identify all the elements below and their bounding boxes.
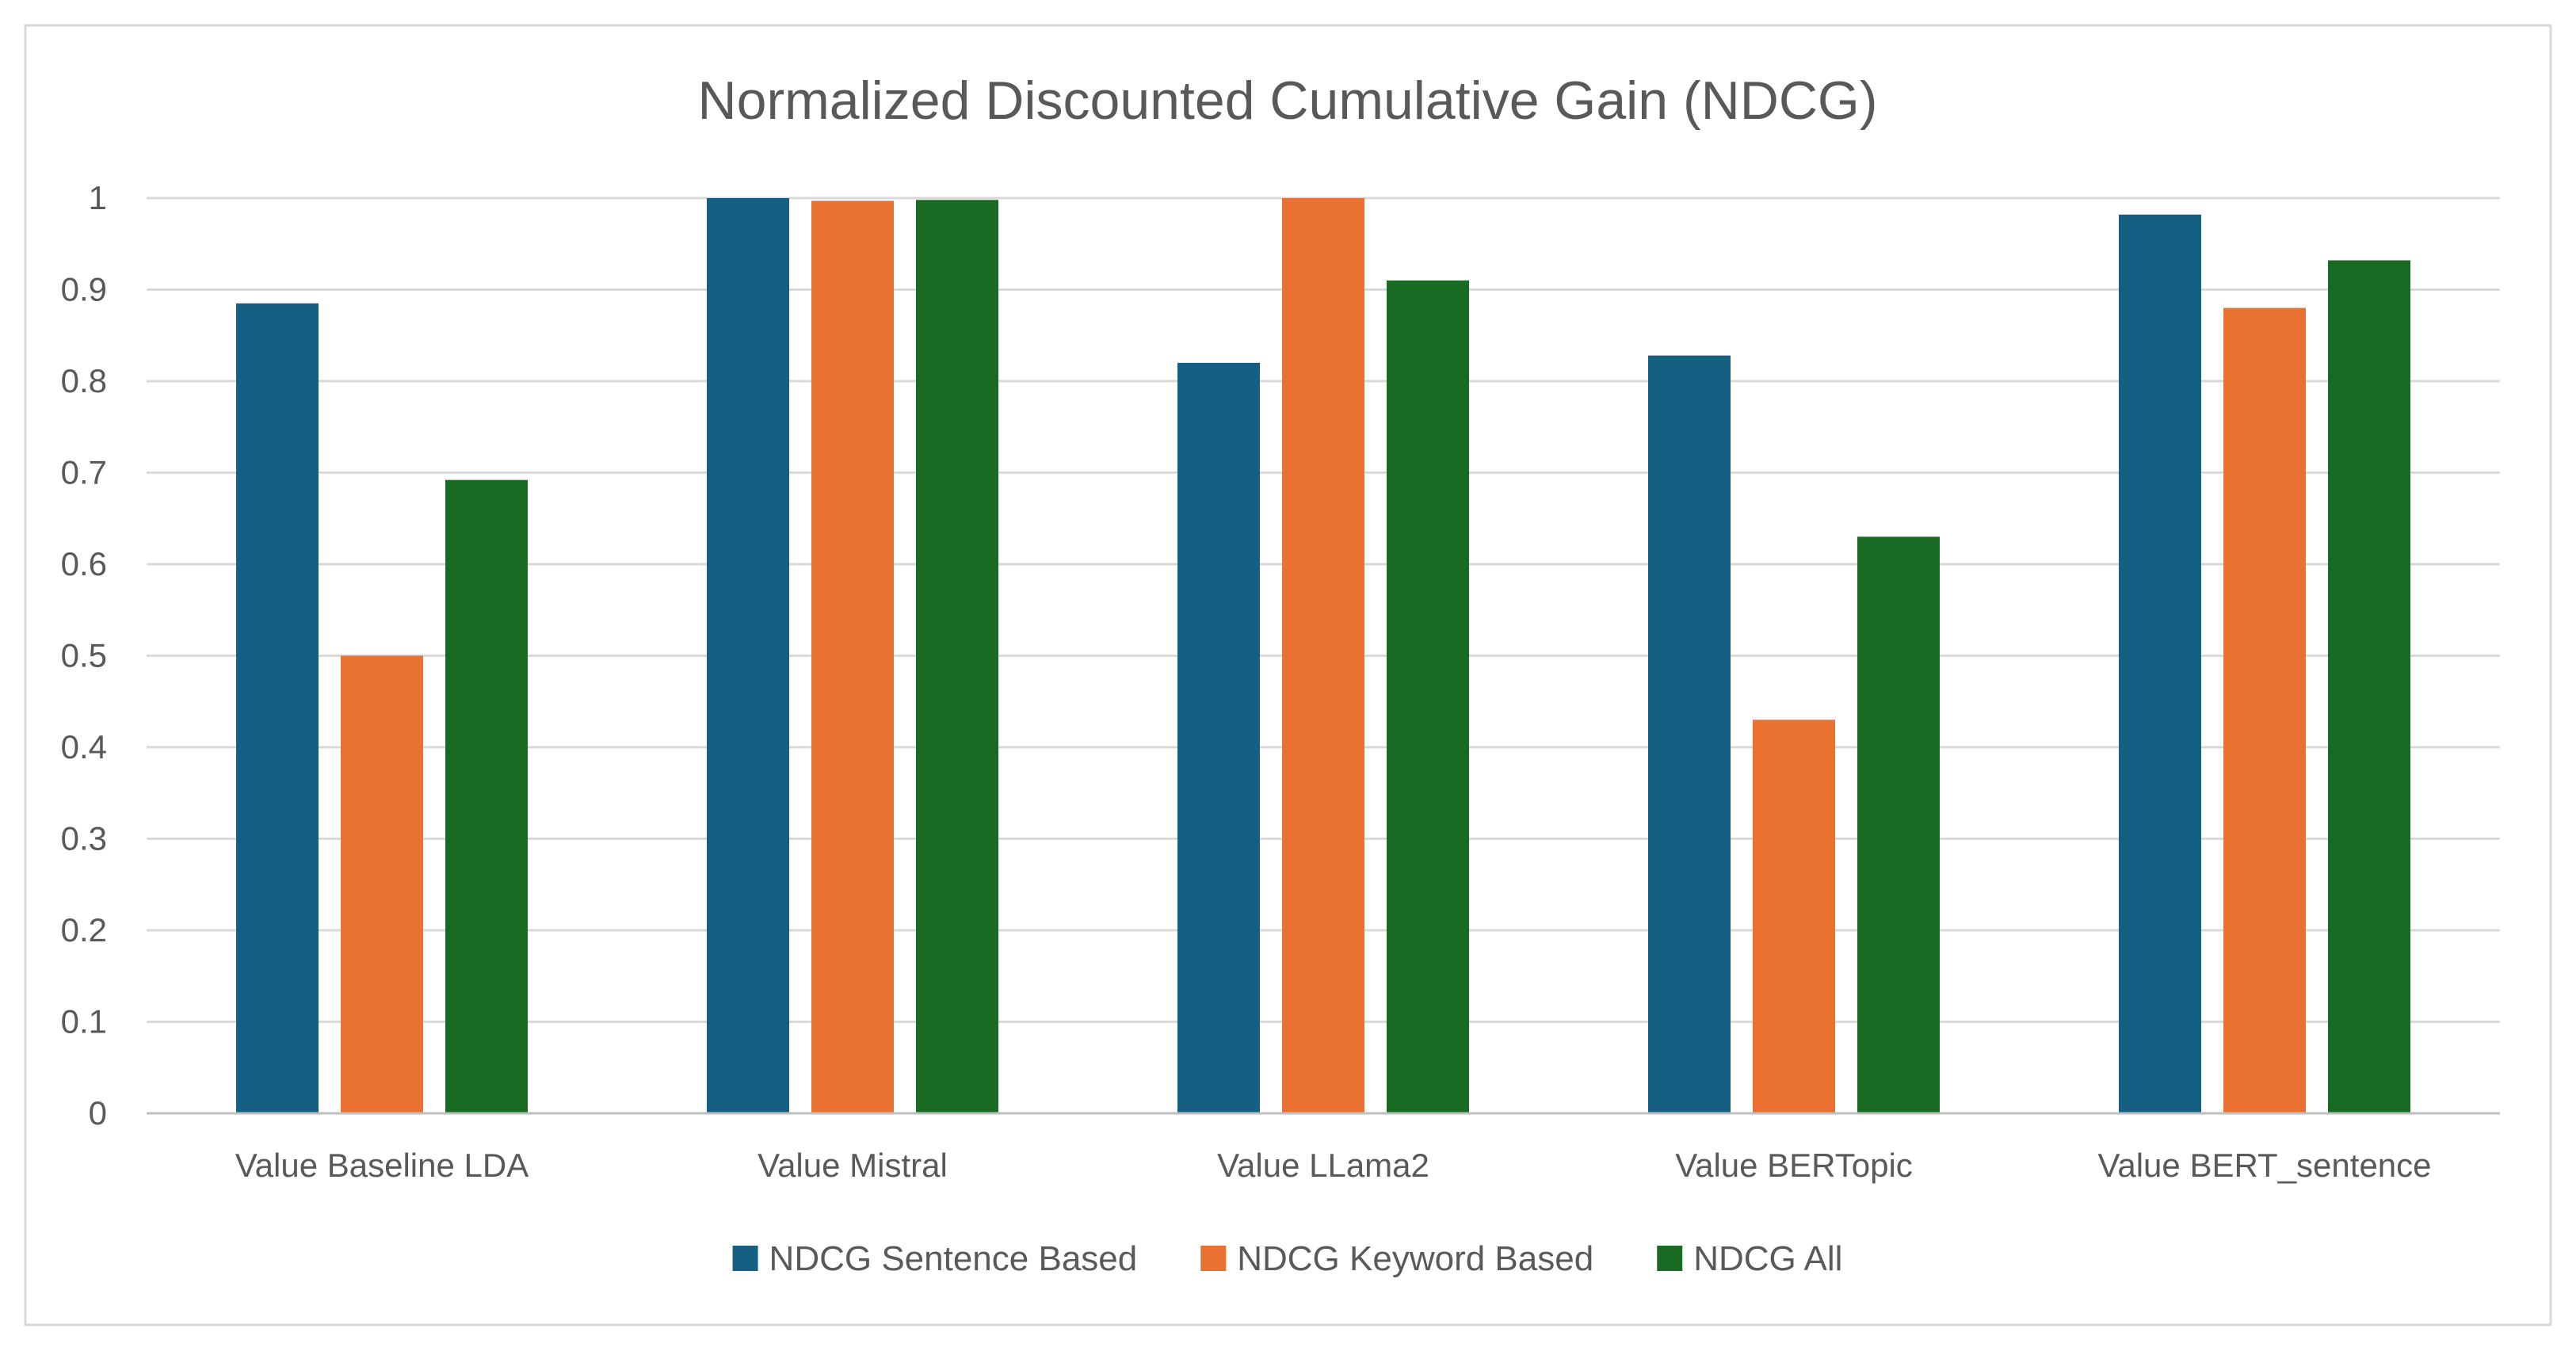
x-category-label: Value Baseline LDA — [235, 1147, 529, 1184]
y-tick-label: 0 — [89, 1094, 107, 1132]
x-category-label: Value BERTopic — [1675, 1147, 1913, 1184]
x-category-label: Value Mistral — [758, 1147, 948, 1184]
legend-swatch — [732, 1246, 758, 1271]
bar-ndcg-sentence-based — [2119, 214, 2201, 1113]
bar-ndcg-keyword-based — [1282, 198, 1364, 1113]
x-category-label: Value LLama2 — [1217, 1147, 1429, 1184]
bar-ndcg-all — [445, 479, 528, 1113]
x-category-label: Value BERT_sentence — [2097, 1147, 2431, 1184]
bar-ndcg-sentence-based — [236, 303, 319, 1113]
chart-title: Normalized Discounted Cumulative Gain (N… — [698, 71, 1878, 131]
y-tick-label: 1 — [89, 179, 107, 216]
legend-swatch — [1200, 1246, 1227, 1271]
y-tick-label: 0.6 — [61, 545, 107, 582]
bars — [236, 198, 2410, 1114]
bar-ndcg-keyword-based — [341, 655, 423, 1113]
legend-label: NDCG Sentence Based — [769, 1239, 1138, 1278]
x-axis-labels: Value Baseline LDA Value Mistral Value LLa… — [235, 1147, 2432, 1184]
y-tick-label: 0.1 — [61, 1003, 107, 1040]
bar-ndcg-sentence-based — [1648, 355, 1731, 1113]
bar-ndcg-keyword-based — [1753, 719, 1835, 1113]
y-tick-label: 0.8 — [61, 362, 107, 399]
legend-swatch — [1657, 1246, 1683, 1271]
y-tick-label: 0.3 — [61, 820, 107, 857]
bar-ndcg-all — [2328, 260, 2410, 1113]
bar-ndcg-sentence-based — [707, 198, 789, 1113]
legend-label: NDCG All — [1693, 1239, 1842, 1278]
legend-label: NDCG Keyword Based — [1237, 1239, 1593, 1278]
bar-ndcg-all — [1387, 280, 1469, 1114]
bar-ndcg-all — [916, 200, 998, 1113]
bar-ndcg-keyword-based — [2223, 307, 2306, 1114]
y-tick-label: 0.4 — [61, 728, 107, 765]
y-tick-label: 0.2 — [61, 911, 107, 948]
legend: NDCG Sentence Based NDCG Keyword Based NDC… — [732, 1239, 1842, 1278]
bar-ndcg-sentence-based — [1177, 362, 1260, 1113]
y-tick-label: 0.5 — [61, 637, 107, 674]
y-tick-label: 0.7 — [61, 454, 107, 491]
bar-ndcg-all — [1857, 536, 1940, 1113]
y-axis-ticks: 0 0.1 0.2 0.3 0.4 0.5 0.6 0.7 0.8 0.9 1 — [61, 179, 107, 1132]
y-tick-label: 0.9 — [61, 271, 107, 308]
bar-ndcg-keyword-based — [811, 200, 894, 1114]
